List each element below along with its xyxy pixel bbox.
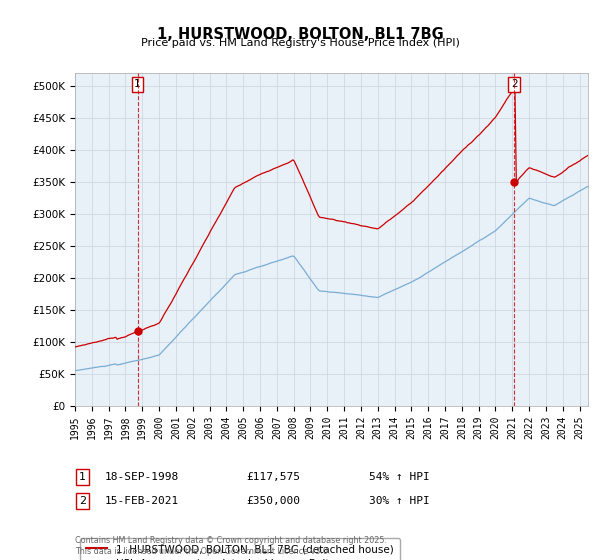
Text: 18-SEP-1998: 18-SEP-1998 [105, 472, 179, 482]
Text: Price paid vs. HM Land Registry's House Price Index (HPI): Price paid vs. HM Land Registry's House … [140, 38, 460, 48]
Text: 2: 2 [79, 496, 86, 506]
Legend: 1, HURSTWOOD, BOLTON, BL1 7BG (detached house), HPI: Average price, detached hou: 1, HURSTWOOD, BOLTON, BL1 7BG (detached … [80, 538, 400, 560]
Text: £117,575: £117,575 [246, 472, 300, 482]
Text: Contains HM Land Registry data © Crown copyright and database right 2025.
This d: Contains HM Land Registry data © Crown c… [75, 536, 387, 556]
Text: 15-FEB-2021: 15-FEB-2021 [105, 496, 179, 506]
Text: 1: 1 [134, 80, 141, 90]
Text: 30% ↑ HPI: 30% ↑ HPI [369, 496, 430, 506]
Text: 1, HURSTWOOD, BOLTON, BL1 7BG: 1, HURSTWOOD, BOLTON, BL1 7BG [157, 27, 443, 42]
Text: 1: 1 [79, 472, 86, 482]
Text: 54% ↑ HPI: 54% ↑ HPI [369, 472, 430, 482]
Text: £350,000: £350,000 [246, 496, 300, 506]
Text: 2: 2 [511, 80, 518, 90]
